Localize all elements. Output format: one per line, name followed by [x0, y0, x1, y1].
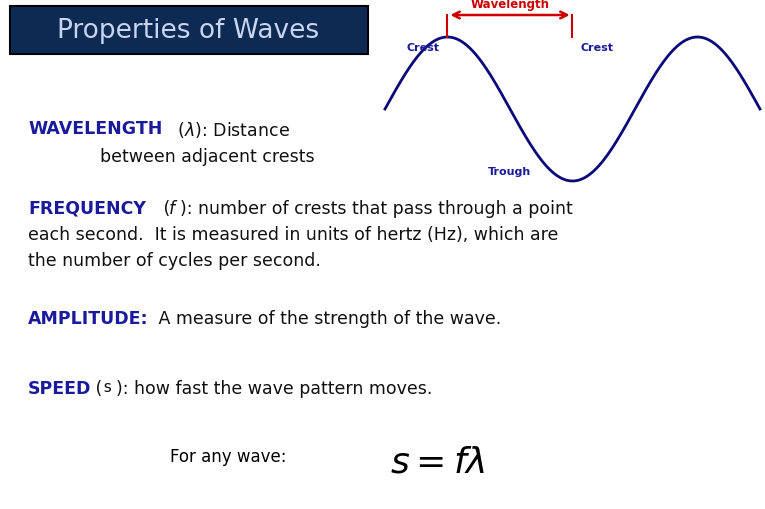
FancyBboxPatch shape — [10, 7, 368, 55]
Text: For any wave:: For any wave: — [170, 447, 287, 465]
Text: FREQUENCY: FREQUENCY — [28, 200, 146, 217]
Text: ($\lambda$): Distance: ($\lambda$): Distance — [172, 120, 290, 140]
Text: Crest: Crest — [581, 43, 614, 53]
Text: $s = f\lambda$: $s = f\lambda$ — [390, 445, 486, 479]
Text: f: f — [169, 200, 175, 217]
Text: Trough: Trough — [488, 166, 532, 177]
Text: between adjacent crests: between adjacent crests — [100, 148, 314, 165]
Text: s: s — [102, 379, 112, 394]
Text: A measure of the strength of the wave.: A measure of the strength of the wave. — [153, 309, 501, 327]
Text: AMPLITUDE:: AMPLITUDE: — [28, 309, 148, 327]
Text: Crest: Crest — [406, 43, 440, 53]
Text: (: ( — [90, 379, 103, 397]
Text: (: ( — [158, 200, 171, 217]
Text: the number of cycles per second.: the number of cycles per second. — [28, 251, 321, 269]
Text: ): how fast the wave pattern moves.: ): how fast the wave pattern moves. — [116, 379, 432, 397]
Text: each second.  It is measured in units of hertz (Hz), which are: each second. It is measured in units of … — [28, 225, 558, 243]
Text: SPEED: SPEED — [28, 379, 91, 397]
Text: Wavelength: Wavelength — [470, 0, 549, 11]
Text: Properties of Waves: Properties of Waves — [57, 18, 319, 44]
Text: WAVELENGTH: WAVELENGTH — [28, 120, 162, 138]
Text: ): number of crests that pass through a point: ): number of crests that pass through a … — [180, 200, 573, 217]
